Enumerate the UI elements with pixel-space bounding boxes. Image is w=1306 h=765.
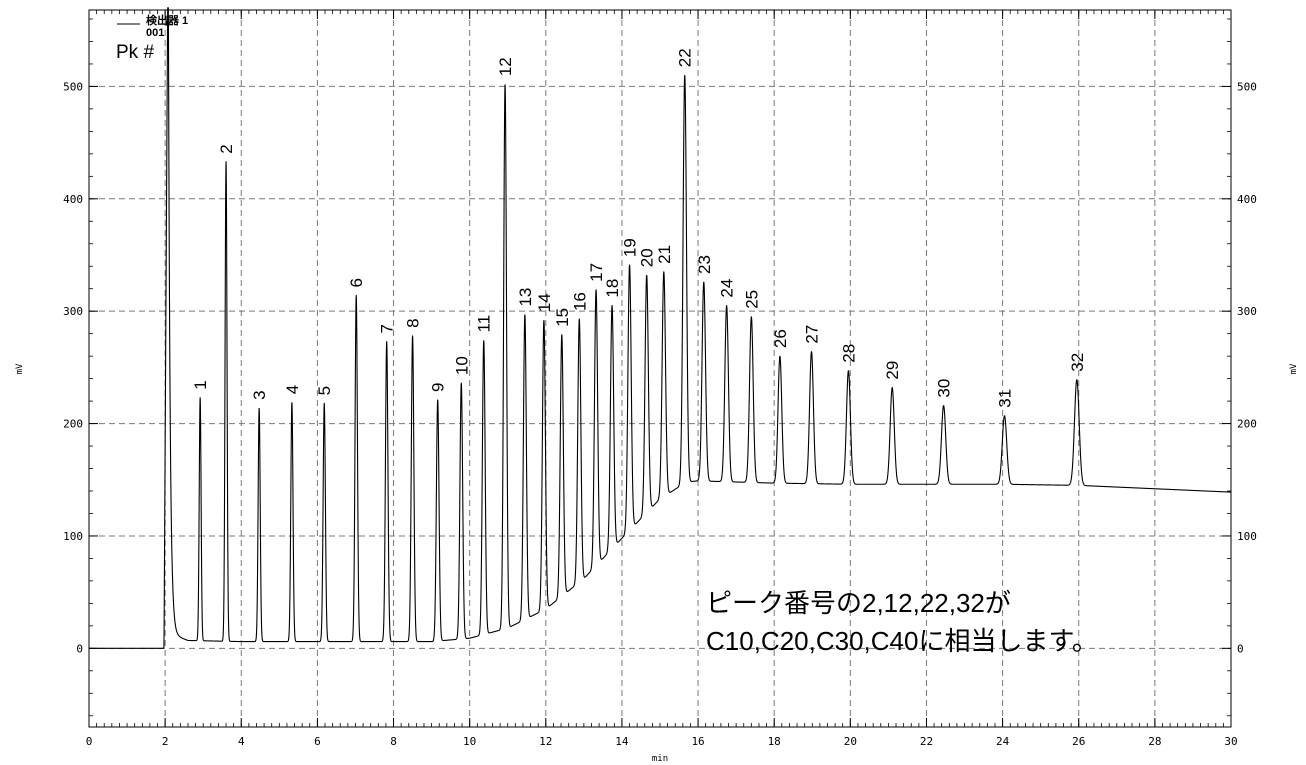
- peak-label-10: 10: [452, 356, 471, 375]
- y-tick-label-left: 200: [63, 418, 83, 431]
- x-tick-label: 4: [238, 735, 245, 748]
- x-tick-label: 18: [768, 735, 781, 748]
- peak-label-2: 2: [217, 144, 236, 153]
- peak-label-29: 29: [883, 361, 902, 380]
- annotation: ピーク番号の2,12,22,32が C10,C20,C30,C40に相当します。: [706, 588, 1098, 656]
- axis-ticks: [88, 10, 1232, 727]
- peak-label-7: 7: [378, 324, 397, 333]
- peak-label-3: 3: [250, 390, 269, 399]
- peak-label-15: 15: [553, 308, 572, 327]
- peak-label-11: 11: [475, 315, 494, 333]
- x-tick-label: 24: [996, 735, 1010, 748]
- peak-label-23: 23: [695, 255, 714, 274]
- peak-label-20: 20: [638, 248, 657, 267]
- y-tick-label-left: 300: [63, 305, 83, 318]
- x-tick-label: 2: [162, 735, 169, 748]
- x-tick-label: 22: [920, 735, 933, 748]
- peak-label-19: 19: [621, 238, 640, 257]
- peak-label-30: 30: [935, 379, 954, 398]
- x-tick-label: 6: [314, 735, 321, 748]
- legend-series-label: 検出器 1: [146, 13, 188, 27]
- chromatogram-trace: [88, 7, 1232, 649]
- peak-label-25: 25: [742, 290, 761, 309]
- peak-label-27: 27: [803, 325, 822, 344]
- annotation-line-2: C10,C20,C30,C40に相当します。: [706, 626, 1098, 656]
- y-axis-title-right: mV: [1289, 363, 1299, 374]
- y-tick-label-right: 300: [1237, 305, 1257, 318]
- peak-label-24: 24: [718, 279, 737, 298]
- y-tick-label-left: 400: [63, 193, 83, 206]
- x-axis-title: min: [652, 754, 668, 764]
- plot-frame: [88, 9, 1232, 728]
- x-tick-label: 10: [463, 735, 476, 748]
- peak-label-5: 5: [315, 386, 334, 395]
- grid-lines: [89, 10, 1231, 727]
- x-tick-label: 12: [539, 735, 552, 748]
- peak-label-6: 6: [347, 278, 366, 287]
- x-tick-label: 28: [1148, 735, 1161, 748]
- x-tick-label: 8: [390, 735, 397, 748]
- peak-label-31: 31: [996, 389, 1015, 408]
- x-tick-label: 30: [1224, 735, 1237, 748]
- y-tick-label-right: 100: [1237, 530, 1257, 543]
- x-tick-label: 16: [691, 735, 704, 748]
- legend: 検出器 1 001 Pk #: [116, 13, 188, 63]
- peak-label-21: 21: [655, 245, 674, 264]
- y-tick-label-right: 400: [1237, 193, 1257, 206]
- peak-label-16: 16: [570, 292, 589, 311]
- annotation-line-1: ピーク番号の2,12,22,32が: [706, 588, 1011, 618]
- peak-number-header: Pk #: [116, 42, 154, 63]
- peak-label-28: 28: [839, 344, 858, 363]
- y-tick-label-right: 500: [1237, 80, 1257, 93]
- peak-label-14: 14: [535, 293, 554, 312]
- peak-label-13: 13: [516, 288, 535, 307]
- peak-label-8: 8: [404, 318, 423, 327]
- peak-label-4: 4: [283, 385, 302, 394]
- legend-series-sub: 001: [146, 27, 164, 39]
- peak-label-32: 32: [1068, 353, 1087, 372]
- y-tick-label-right: 200: [1237, 418, 1257, 431]
- peak-label-12: 12: [496, 57, 515, 76]
- y-tick-label-left: 0: [76, 642, 83, 655]
- x-tick-label: 26: [1072, 735, 1085, 748]
- y-tick-label-left: 100: [63, 530, 83, 543]
- y-tick-label-left: 500: [63, 80, 83, 93]
- peak-label-22: 22: [676, 48, 695, 67]
- x-tick-label: 14: [615, 735, 629, 748]
- peak-label-26: 26: [771, 329, 790, 348]
- peak-label-9: 9: [429, 382, 448, 391]
- x-tick-label: 20: [844, 735, 857, 748]
- x-tick-label: 0: [86, 735, 93, 748]
- peak-label-17: 17: [587, 263, 606, 282]
- peak-label-18: 18: [603, 279, 622, 298]
- peak-label-1: 1: [191, 380, 210, 389]
- y-axis-title-left: mV: [15, 363, 25, 374]
- y-tick-label-right: 0: [1237, 642, 1244, 655]
